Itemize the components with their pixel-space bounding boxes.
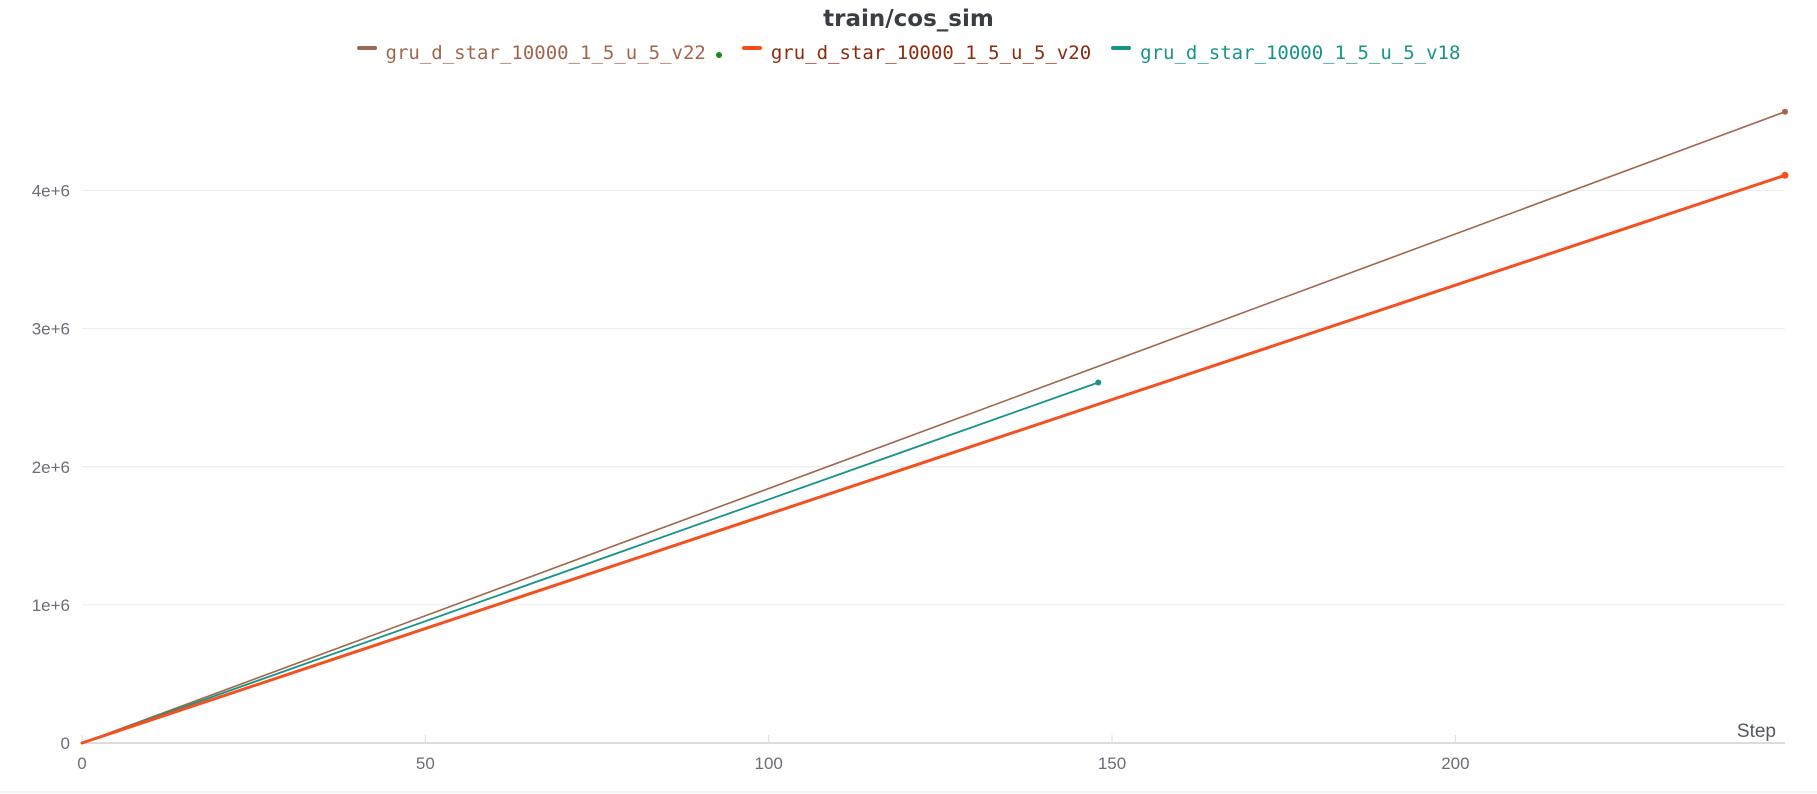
series-endpoint-v22[interactable]: [1782, 108, 1788, 115]
series-endpoint-v20[interactable]: [1781, 171, 1789, 179]
legend-swatch-v20: [741, 46, 762, 50]
series-line-v22[interactable]: [81, 111, 1786, 744]
chart-title: train/cos_sim: [823, 6, 994, 32]
y-tick-label: 4e+6: [32, 182, 70, 201]
y-tick-label: 2e+6: [32, 458, 70, 477]
legend-swatch-v18: [1111, 46, 1132, 50]
x-tick-label: 0: [77, 754, 86, 773]
legend-item-v20[interactable]: gru_d_star_10000_1_5_u_5_v20: [741, 42, 1092, 64]
x-tick-label: 100: [755, 754, 783, 773]
x-tick-label: 150: [1098, 754, 1126, 773]
y-tick-label: 3e+6: [32, 320, 70, 339]
y-tick-label: 1e+6: [32, 596, 70, 615]
series-endpoint-v18[interactable]: [1095, 379, 1102, 386]
legend-swatch-v22: [356, 46, 377, 50]
series-line-v20[interactable]: [80, 173, 1787, 745]
legend-status-dot: [715, 52, 722, 58]
x-axis-label: Step: [1737, 721, 1776, 742]
legend-label-v20: gru_d_star_10000_1_5_u_5_v20: [770, 42, 1092, 64]
x-tick-label: 200: [1441, 754, 1469, 773]
y-tick-label: 0: [61, 734, 70, 753]
x-tick-label: 50: [416, 754, 435, 773]
legend-label-v22: gru_d_star_10000_1_5_u_5_v22: [385, 42, 706, 64]
legend-label-v18: gru_d_star_10000_1_5_u_5_v18: [1140, 42, 1461, 64]
series-line-v18[interactable]: [81, 381, 1100, 744]
legend-item-v18[interactable]: gru_d_star_10000_1_5_u_5_v18: [1111, 42, 1460, 64]
chart-legend: gru_d_star_10000_1_5_u_5_v22 gru_d_star_…: [0, 42, 1817, 64]
legend-item-v22[interactable]: gru_d_star_10000_1_5_u_5_v22: [356, 42, 722, 64]
